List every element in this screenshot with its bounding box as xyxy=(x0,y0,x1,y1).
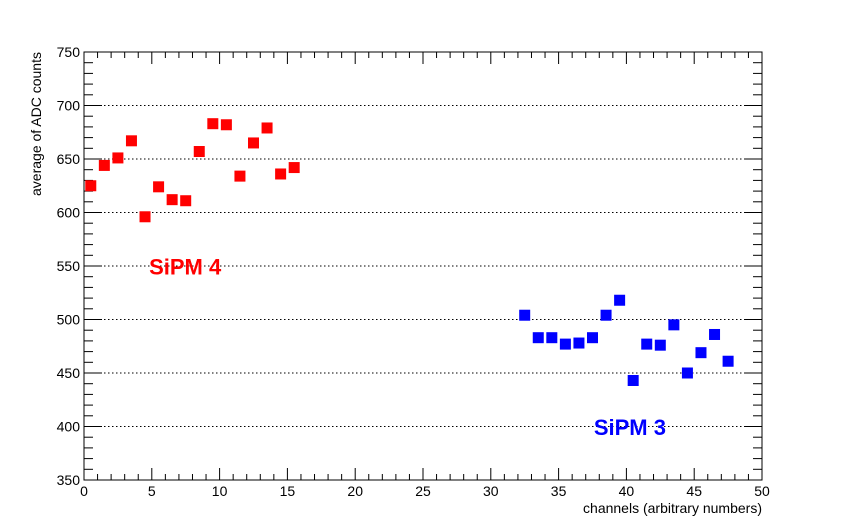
data-markers xyxy=(85,118,734,386)
x-tick-label: 25 xyxy=(415,483,431,499)
y-tick-label: 400 xyxy=(57,419,81,435)
x-tick-label: 30 xyxy=(483,483,499,499)
x-tick-label: 40 xyxy=(619,483,635,499)
data-point xyxy=(654,339,666,351)
data-point xyxy=(519,309,531,321)
y-axis-title: average of ADC counts xyxy=(28,52,44,196)
y-tick-label: 600 xyxy=(57,205,81,221)
data-point xyxy=(587,332,598,344)
y-tick-label: 500 xyxy=(57,312,81,328)
x-tick-label: 15 xyxy=(280,483,296,499)
series-annotation: SiPM 4 xyxy=(149,255,222,280)
x-axis-title: channels (arbitrary numbers) xyxy=(583,500,762,516)
series-annotation: SiPM 3 xyxy=(594,415,666,440)
data-point xyxy=(681,367,693,379)
data-point xyxy=(722,355,734,367)
y-tick-label: 450 xyxy=(57,365,81,381)
data-point xyxy=(600,309,612,321)
data-point xyxy=(546,332,558,344)
data-point xyxy=(275,168,287,180)
data-point xyxy=(180,195,192,207)
axis-ticks xyxy=(83,51,763,481)
data-point xyxy=(709,328,721,340)
data-point xyxy=(559,338,571,350)
data-point xyxy=(668,319,680,331)
data-point xyxy=(234,170,246,182)
y-tick-label: 750 xyxy=(57,44,81,60)
data-point xyxy=(98,159,110,171)
grid-lines xyxy=(84,105,762,427)
x-tick-label: 20 xyxy=(347,483,363,499)
x-tick-label: 5 xyxy=(148,483,156,499)
y-tick-label: 550 xyxy=(57,258,81,274)
x-tick-label: 45 xyxy=(686,483,702,499)
data-point xyxy=(248,137,259,149)
data-point xyxy=(166,194,178,206)
data-point xyxy=(112,152,124,164)
tick-labels: 0 5 10 15 20 25 30 35 40 45 50 350 400 450 500 550 600 65… xyxy=(57,44,770,499)
data-point xyxy=(261,122,273,134)
data-point xyxy=(641,338,653,350)
data-point xyxy=(573,337,585,349)
x-tick-label: 0 xyxy=(80,483,88,499)
data-point xyxy=(220,119,232,131)
y-tick-label: 700 xyxy=(57,98,81,114)
data-point xyxy=(193,146,205,158)
data-point xyxy=(207,118,219,130)
data-point xyxy=(85,180,97,192)
annotations: SiPM 4 SiPM 3 xyxy=(149,255,666,441)
data-point xyxy=(695,347,707,359)
data-point xyxy=(532,332,544,344)
data-point xyxy=(125,135,137,147)
x-tick-label: 10 xyxy=(212,483,228,499)
x-tick-label: 35 xyxy=(551,483,567,499)
data-point xyxy=(153,181,165,193)
data-point xyxy=(139,211,151,223)
y-tick-label: 650 xyxy=(57,151,81,167)
data-point xyxy=(614,294,626,306)
data-point xyxy=(627,374,639,386)
x-tick-label: 50 xyxy=(754,483,770,499)
data-point xyxy=(288,162,300,174)
y-tick-label: 350 xyxy=(57,472,81,488)
